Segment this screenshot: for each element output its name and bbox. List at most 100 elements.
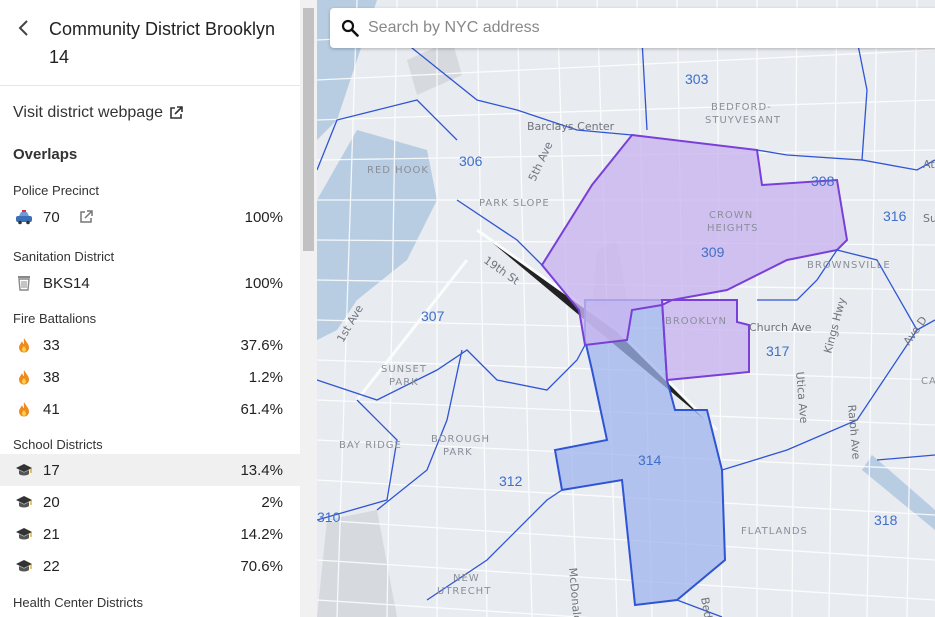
school-name: 17 xyxy=(43,461,60,479)
trash-can-icon xyxy=(18,276,30,291)
fire-pct: 61.4% xyxy=(240,400,283,418)
sanitation-name: BKS14 xyxy=(43,274,90,292)
fire-name: 41 xyxy=(43,400,60,418)
district-label: 314 xyxy=(638,452,662,468)
district-label: 306 xyxy=(459,153,483,169)
district-label: 309 xyxy=(701,244,725,260)
police-name: 70 xyxy=(43,208,60,226)
school-row[interactable]: 22 70.6% xyxy=(0,550,300,582)
graduation-cap-icon xyxy=(16,528,32,540)
water-area xyxy=(317,130,437,340)
search-bar xyxy=(330,8,935,48)
district-label: 310 xyxy=(317,509,341,525)
graduation-cap-icon xyxy=(16,496,32,508)
police-precinct-label: Police Precinct xyxy=(13,183,99,198)
fire-icon xyxy=(19,338,29,353)
district-boundaries xyxy=(317,19,935,617)
place-label: NEW xyxy=(453,573,480,584)
map-canvas[interactable]: 303 306 307 308 309 310 312 314 316 317 … xyxy=(317,0,935,617)
school-name: 22 xyxy=(43,557,60,575)
district-label: 317 xyxy=(766,343,790,359)
place-label: FLATLANDS xyxy=(741,526,808,537)
school-districts-label: School Districts xyxy=(13,437,103,452)
place-label: PARK SLOPE xyxy=(479,198,550,209)
fire-row[interactable]: 38 1.2% xyxy=(0,361,300,393)
place-label: BAY RIDGE xyxy=(339,440,402,451)
place-label: BROOKLYN xyxy=(665,316,727,327)
fire-battalions-label: Fire Battalions xyxy=(13,311,97,326)
water-area xyxy=(862,455,935,530)
overlaps-heading: Overlaps xyxy=(13,146,78,163)
street-label: Ralph Ave xyxy=(845,404,863,460)
place-label: CA xyxy=(921,376,935,387)
graduation-cap-icon xyxy=(16,560,32,572)
street-label: Utica Ave xyxy=(793,371,810,424)
external-link-icon[interactable] xyxy=(79,210,93,224)
sidebar-header: Community District Brooklyn 14 xyxy=(0,0,300,86)
sanitation-row[interactable]: BKS14 100% xyxy=(0,267,300,299)
search-icon xyxy=(341,19,359,37)
school-row[interactable]: 20 2% xyxy=(0,486,300,518)
sanitation-pct: 100% xyxy=(244,274,283,292)
street-label: Bedfo xyxy=(698,596,716,617)
park-area xyxy=(407,40,462,95)
place-label: STUYVESANT xyxy=(705,115,781,126)
fire-row[interactable]: 33 37.6% xyxy=(0,329,300,361)
map-svg: 303 306 307 308 309 310 312 314 316 317 … xyxy=(317,0,935,617)
fire-name: 33 xyxy=(43,336,60,354)
school-pct: 14.2% xyxy=(240,525,283,543)
police-pct: 100% xyxy=(244,208,283,226)
sidebar-scrollbar-thumb[interactable] xyxy=(303,8,314,251)
district-label: 308 xyxy=(811,173,835,189)
graduation-cap-icon xyxy=(16,464,32,476)
place-label: SUNSET xyxy=(381,364,427,375)
place-label: PARK xyxy=(389,377,419,388)
place-label: UTRECHT xyxy=(437,586,491,597)
search-input[interactable] xyxy=(368,16,928,40)
visit-district-label: Visit district webpage xyxy=(13,104,163,121)
back-arrow-icon[interactable] xyxy=(12,16,36,40)
fire-pct: 1.2% xyxy=(248,368,283,386)
place-label: BEDFORD- xyxy=(711,102,772,113)
school-pct: 13.4% xyxy=(240,461,283,479)
street-label: Church Ave xyxy=(749,321,812,334)
street-label: Kings Hwy xyxy=(821,296,848,355)
school-pct: 70.6% xyxy=(240,557,283,575)
district-label: 303 xyxy=(685,71,709,87)
street-label: 5th Ave xyxy=(526,140,556,184)
district-label: 316 xyxy=(883,208,907,224)
fire-icon xyxy=(19,402,29,417)
place-label: CROWN xyxy=(709,210,753,221)
school-row[interactable]: 17 13.4% xyxy=(0,454,300,486)
place-label: RED HOOK xyxy=(367,165,429,176)
fire-row[interactable]: 41 61.4% xyxy=(0,393,300,425)
police-row[interactable]: 70 100% xyxy=(0,201,300,233)
place-label: BOROUGH xyxy=(431,434,490,445)
district-label: 307 xyxy=(421,308,445,324)
place-label: PARK xyxy=(443,447,473,458)
district-label: 312 xyxy=(499,473,523,489)
district-314-polygon[interactable] xyxy=(553,299,727,607)
sidebar: Community District Brooklyn 14 Visit dis… xyxy=(0,0,300,617)
place-label: Barclays Center xyxy=(527,120,615,133)
school-row[interactable]: 21 14.2% xyxy=(0,518,300,550)
street-label: McDonald xyxy=(566,567,584,617)
street-label: Atl xyxy=(923,158,935,171)
place-label: BROWNSVILLE xyxy=(807,260,891,271)
street-label: Su xyxy=(923,212,935,225)
fire-icon xyxy=(19,370,29,385)
visit-district-link[interactable]: Visit district webpage xyxy=(13,104,183,122)
place-label: HEIGHTS xyxy=(707,223,759,234)
fire-name: 38 xyxy=(43,368,60,386)
school-name: 20 xyxy=(43,493,60,511)
police-car-icon xyxy=(16,210,32,225)
district-label: 318 xyxy=(874,512,898,528)
health-center-districts-label: Health Center Districts xyxy=(13,595,144,610)
street-label: Ave D xyxy=(901,314,930,348)
overlap-polygon[interactable] xyxy=(540,133,849,382)
page-title: Community District Brooklyn 14 xyxy=(49,19,276,67)
fire-pct: 37.6% xyxy=(240,336,283,354)
park-area xyxy=(317,510,397,617)
school-name: 21 xyxy=(43,525,60,543)
external-link-icon xyxy=(170,106,183,119)
